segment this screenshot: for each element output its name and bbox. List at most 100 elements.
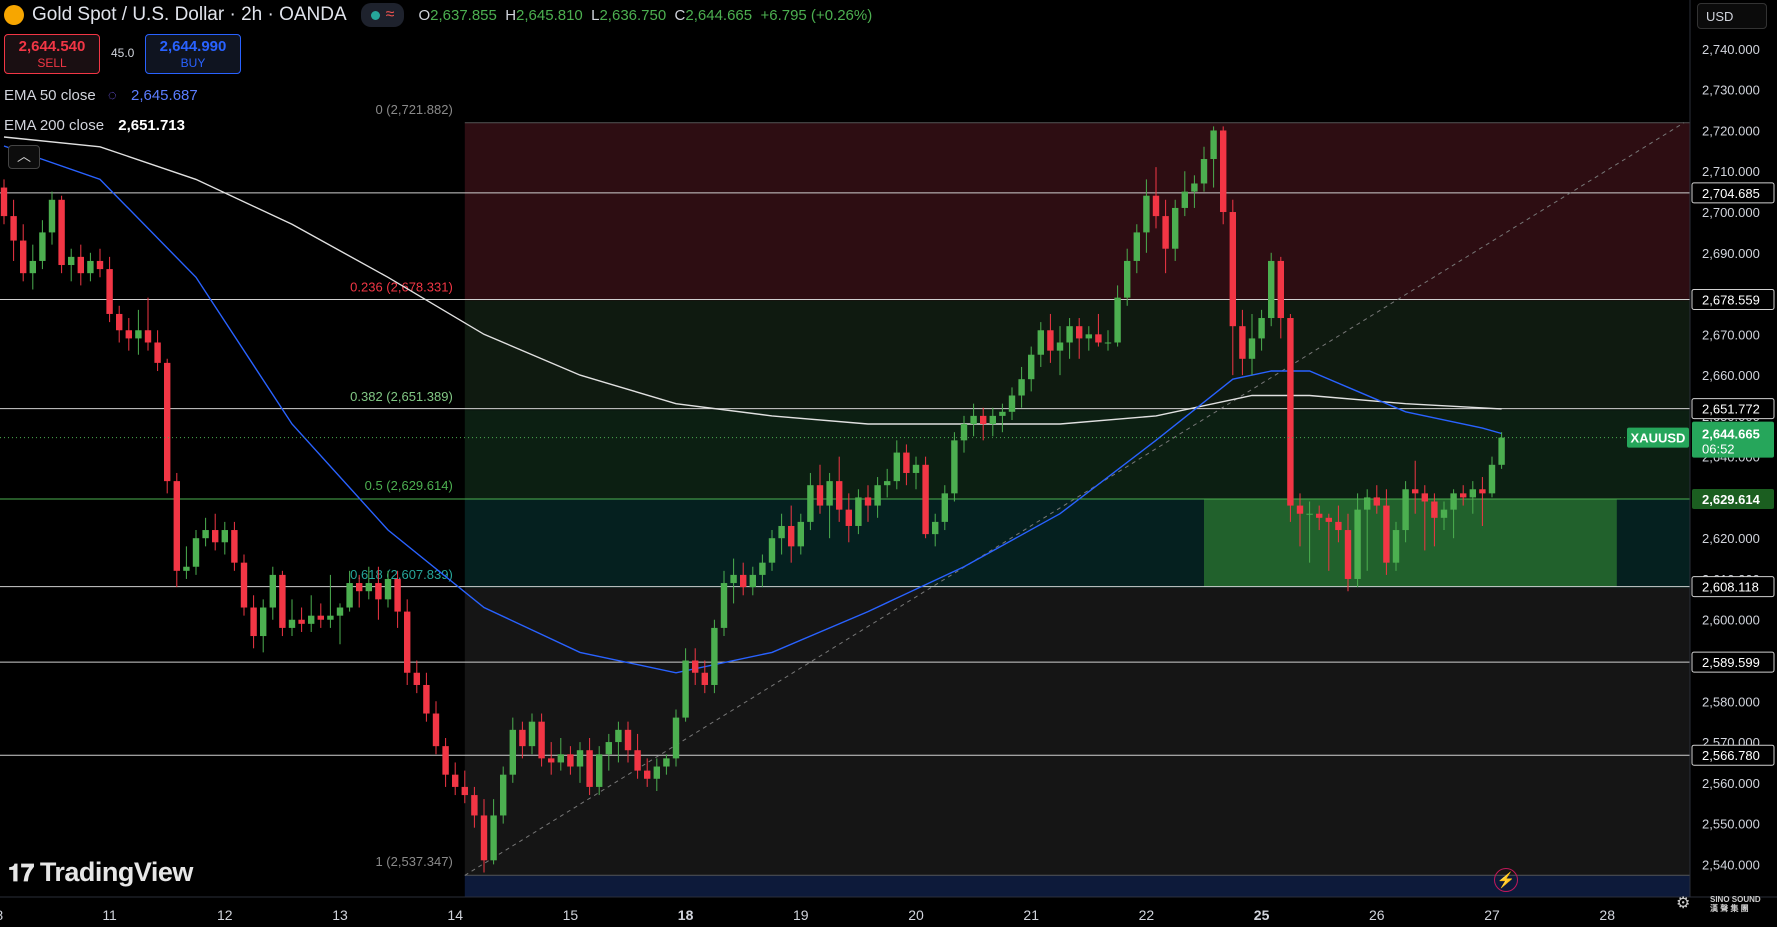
candle[interactable] <box>29 260 36 274</box>
candle[interactable] <box>1450 493 1457 510</box>
candle[interactable] <box>1018 379 1025 396</box>
candle[interactable] <box>1344 530 1352 579</box>
candle[interactable] <box>346 583 353 608</box>
candle[interactable] <box>980 415 987 425</box>
candle[interactable] <box>327 615 334 620</box>
candle[interactable] <box>240 562 248 608</box>
candle[interactable] <box>836 481 843 510</box>
candle[interactable] <box>154 342 161 363</box>
candle[interactable] <box>432 713 440 747</box>
buy-button[interactable]: 2,644.990 BUY <box>145 34 241 74</box>
candle[interactable] <box>336 607 344 616</box>
candle[interactable] <box>1421 493 1428 502</box>
candle[interactable] <box>1354 509 1361 579</box>
candle[interactable] <box>1210 130 1217 160</box>
candle[interactable] <box>288 619 296 628</box>
candle[interactable] <box>48 199 56 233</box>
candle[interactable] <box>231 530 238 563</box>
candle[interactable] <box>1296 505 1304 514</box>
candle[interactable] <box>0 187 8 217</box>
candle[interactable] <box>1124 260 1131 298</box>
candle[interactable] <box>1277 260 1284 319</box>
candle[interactable] <box>125 330 132 339</box>
candle[interactable] <box>605 742 612 755</box>
candle[interactable] <box>1306 513 1313 515</box>
candle[interactable] <box>970 415 977 425</box>
time-axis[interactable] <box>0 897 1777 927</box>
candle[interactable] <box>1479 489 1486 494</box>
candle[interactable] <box>941 493 948 522</box>
candle[interactable] <box>720 583 728 628</box>
candle[interactable] <box>404 611 411 673</box>
candle[interactable] <box>1392 530 1400 563</box>
candle[interactable] <box>768 538 776 563</box>
candle[interactable] <box>692 660 699 673</box>
candle[interactable] <box>1248 338 1256 359</box>
candle[interactable] <box>1325 517 1332 522</box>
candle[interactable] <box>1431 501 1438 518</box>
ema50-legend[interactable]: EMA 50 close ◌ 2,645.687 <box>4 87 198 104</box>
candle[interactable] <box>740 574 747 588</box>
sell-button[interactable]: 2,644.540 SELL <box>4 34 100 74</box>
candle[interactable] <box>855 497 862 526</box>
ema200-line[interactable] <box>3 136 1502 425</box>
candle[interactable] <box>624 729 632 751</box>
candle[interactable] <box>1412 489 1419 494</box>
candle[interactable] <box>1191 183 1198 192</box>
candle[interactable] <box>471 795 478 816</box>
candle[interactable] <box>1220 130 1227 213</box>
candle[interactable] <box>1133 232 1140 261</box>
candle[interactable] <box>701 672 708 685</box>
candle[interactable] <box>317 615 324 620</box>
candle[interactable] <box>77 256 84 274</box>
candle[interactable] <box>1200 159 1208 184</box>
candle[interactable] <box>538 721 545 759</box>
candle[interactable] <box>1008 395 1016 412</box>
candle[interactable] <box>1076 326 1083 339</box>
candle[interactable] <box>759 562 766 575</box>
candle[interactable] <box>778 525 785 539</box>
candle[interactable] <box>269 574 276 608</box>
candle[interactable] <box>279 574 286 628</box>
candle[interactable] <box>375 583 382 600</box>
candle[interactable] <box>615 729 622 743</box>
candle[interactable] <box>826 481 833 506</box>
candle[interactable] <box>452 774 459 787</box>
candle[interactable] <box>932 521 939 535</box>
candle[interactable] <box>1498 437 1505 465</box>
candle[interactable] <box>1469 489 1476 498</box>
trendline[interactable] <box>464 122 1685 876</box>
candle[interactable] <box>528 721 536 747</box>
candle[interactable] <box>1104 342 1112 344</box>
candle[interactable] <box>1037 330 1044 355</box>
candle[interactable] <box>1172 207 1179 249</box>
candle[interactable] <box>1373 497 1380 506</box>
candle[interactable] <box>250 607 257 637</box>
candle[interactable] <box>1095 334 1102 343</box>
candle[interactable] <box>893 452 900 482</box>
candle[interactable] <box>816 485 824 506</box>
candle[interactable] <box>1047 330 1054 351</box>
candle[interactable] <box>567 754 574 767</box>
candle[interactable] <box>1066 326 1073 343</box>
candle[interactable] <box>1143 195 1150 233</box>
candle[interactable] <box>807 485 814 522</box>
candle[interactable] <box>58 199 65 266</box>
candle[interactable] <box>1383 505 1390 563</box>
ema50-line[interactable] <box>3 145 1502 674</box>
candle[interactable] <box>221 530 228 543</box>
candle[interactable] <box>20 240 27 274</box>
candle[interactable] <box>653 766 660 779</box>
candle[interactable] <box>1364 497 1371 510</box>
candle[interactable] <box>1056 342 1064 351</box>
candle[interactable] <box>1460 493 1467 498</box>
candle[interactable] <box>845 509 852 526</box>
candle[interactable] <box>903 452 910 473</box>
candle[interactable] <box>298 619 305 624</box>
market-status[interactable]: ≈ <box>360 3 405 27</box>
support-zone-box[interactable] <box>1204 499 1617 587</box>
candle[interactable] <box>356 583 363 592</box>
candle[interactable] <box>1239 326 1246 359</box>
candle[interactable] <box>1268 260 1275 319</box>
